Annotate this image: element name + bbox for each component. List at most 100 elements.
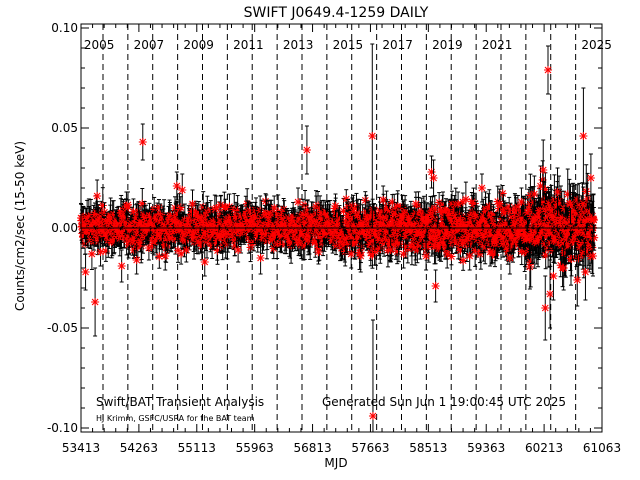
data-marker — [197, 214, 206, 223]
data-marker — [246, 206, 255, 215]
data-marker — [173, 210, 182, 219]
data-marker — [86, 235, 95, 244]
data-marker — [354, 221, 363, 230]
data-marker — [314, 201, 323, 210]
data-marker — [293, 238, 302, 247]
data-marker — [129, 246, 138, 255]
data-marker — [171, 235, 180, 244]
data-marker — [315, 222, 324, 231]
data-marker — [342, 195, 351, 204]
data-marker — [177, 249, 186, 258]
data-point-dense-73 — [101, 240, 110, 262]
data-marker — [303, 205, 312, 214]
data-marker — [233, 206, 242, 215]
data-marker — [269, 244, 278, 253]
data-marker — [286, 237, 295, 246]
data-marker — [142, 212, 151, 221]
data-marker — [198, 233, 207, 242]
data-marker — [263, 226, 272, 235]
data-marker — [174, 246, 183, 255]
data-marker — [137, 238, 146, 247]
data-marker — [296, 221, 305, 230]
data-marker — [280, 220, 289, 229]
data-marker — [305, 212, 314, 221]
data-marker — [355, 210, 364, 219]
data-marker — [195, 223, 204, 232]
data-marker — [301, 211, 310, 220]
data-marker — [109, 229, 118, 238]
data-marker — [296, 214, 305, 223]
data-marker — [170, 204, 179, 213]
data-marker — [356, 232, 365, 241]
data-marker — [257, 214, 266, 223]
data-marker — [116, 231, 125, 240]
data-marker — [172, 213, 181, 222]
data-marker — [317, 221, 326, 230]
data-marker — [277, 231, 286, 240]
data-marker — [339, 207, 348, 216]
data-marker — [313, 228, 322, 237]
data-marker — [330, 204, 339, 213]
data-marker — [109, 210, 118, 219]
data-marker — [93, 210, 102, 219]
data-marker — [365, 220, 374, 229]
data-marker — [155, 252, 164, 261]
data-marker — [138, 199, 147, 208]
data-marker — [148, 219, 157, 228]
data-marker — [150, 205, 159, 214]
data-marker — [376, 245, 385, 254]
data-marker — [98, 201, 107, 210]
data-marker — [221, 203, 230, 212]
data-marker — [268, 235, 277, 244]
data-marker — [306, 237, 315, 246]
data-marker — [129, 225, 138, 234]
data-marker — [223, 239, 232, 248]
data-marker — [160, 220, 169, 229]
data-marker — [299, 229, 308, 238]
data-marker — [349, 207, 358, 216]
data-marker — [247, 212, 256, 221]
data-marker — [352, 204, 361, 213]
data-marker — [280, 207, 289, 216]
data-marker — [348, 201, 357, 210]
data-marker — [203, 208, 212, 217]
data-marker — [318, 215, 327, 224]
data-marker — [302, 219, 311, 228]
data-layer — [77, 43, 599, 433]
data-marker — [100, 208, 109, 217]
data-marker — [330, 233, 339, 242]
data-marker — [270, 234, 279, 243]
data-marker — [101, 247, 110, 256]
data-marker — [166, 211, 175, 220]
data-marker — [323, 210, 332, 219]
data-marker — [284, 214, 293, 222]
data-marker — [123, 215, 132, 224]
data-marker — [129, 207, 138, 216]
data-marker — [361, 196, 370, 205]
data-marker — [79, 233, 88, 242]
data-marker — [192, 209, 201, 218]
data-marker — [107, 217, 116, 226]
data-marker — [341, 218, 350, 227]
data-marker — [149, 233, 158, 242]
data-marker — [230, 205, 239, 214]
data-marker — [157, 216, 166, 225]
data-marker — [194, 237, 203, 246]
data-marker — [319, 211, 328, 220]
data-marker — [300, 227, 309, 236]
data-marker — [207, 221, 216, 230]
data-marker — [333, 212, 342, 221]
data-marker — [277, 211, 286, 220]
data-marker — [199, 203, 208, 212]
data-marker — [299, 210, 308, 219]
data-marker — [156, 210, 165, 219]
data-marker — [330, 220, 339, 229]
data-marker — [187, 207, 196, 216]
data-marker — [137, 218, 146, 227]
data-marker — [321, 227, 330, 236]
data-marker — [276, 239, 285, 248]
data-marker — [163, 227, 172, 236]
data-marker — [148, 241, 157, 250]
data-marker — [295, 234, 304, 243]
